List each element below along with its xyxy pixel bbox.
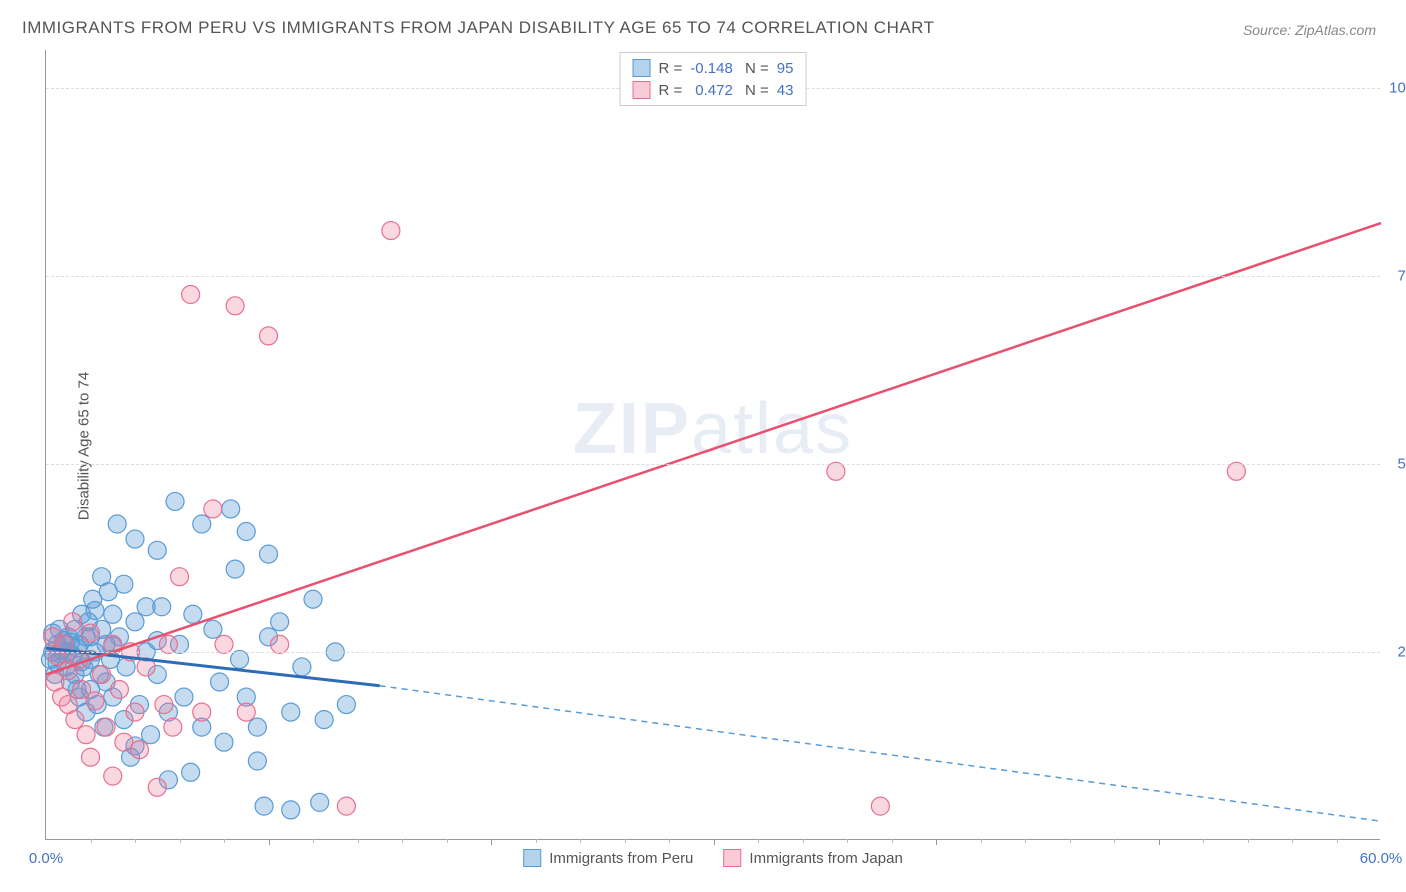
data-point: [255, 797, 273, 815]
data-point: [226, 560, 244, 578]
data-point: [82, 748, 100, 766]
data-point: [211, 673, 229, 691]
data-point: [142, 726, 160, 744]
y-tick-label: 25.0%: [1385, 643, 1406, 660]
legend-row-japan: R = 0.472 N = 43: [633, 79, 794, 101]
data-point: [204, 500, 222, 518]
source-attribution: Source: ZipAtlas.com: [1243, 22, 1376, 38]
data-point: [260, 327, 278, 345]
data-point: [222, 500, 240, 518]
data-point: [382, 222, 400, 240]
legend-series: Immigrants from Peru Immigrants from Jap…: [523, 849, 903, 867]
legend-swatch-japan-bottom: [723, 849, 741, 867]
data-point: [108, 515, 126, 533]
data-point: [337, 797, 355, 815]
data-point: [193, 515, 211, 533]
data-point: [159, 635, 177, 653]
data-point: [130, 741, 148, 759]
data-point: [171, 568, 189, 586]
legend-swatch-peru-bottom: [523, 849, 541, 867]
data-point: [115, 575, 133, 593]
data-point: [184, 605, 202, 623]
data-point: [282, 801, 300, 819]
data-point: [337, 696, 355, 714]
data-point: [304, 590, 322, 608]
data-point: [86, 602, 104, 620]
data-point: [66, 711, 84, 729]
legend-swatch-japan: [633, 81, 651, 99]
data-point: [97, 718, 115, 736]
data-point: [215, 635, 233, 653]
data-point: [166, 492, 184, 510]
data-point: [231, 650, 249, 668]
y-tick-label: 50.0%: [1385, 455, 1406, 472]
data-point: [827, 462, 845, 480]
data-point: [182, 286, 200, 304]
data-point: [82, 624, 100, 642]
data-point: [148, 778, 166, 796]
y-tick-label: 100.0%: [1385, 79, 1406, 96]
data-point: [215, 733, 233, 751]
legend-row-peru: R = -0.148 N = 95: [633, 57, 794, 79]
legend-item-japan: Immigrants from Japan: [723, 849, 902, 867]
data-point: [193, 703, 211, 721]
data-point: [64, 613, 82, 631]
y-tick-label: 75.0%: [1385, 267, 1406, 284]
data-point: [86, 692, 104, 710]
data-point: [104, 767, 122, 785]
scatter-svg: [46, 50, 1380, 839]
data-point: [137, 598, 155, 616]
data-point: [282, 703, 300, 721]
x-tick-label: 0.0%: [29, 850, 63, 867]
data-point: [155, 696, 173, 714]
data-point: [164, 718, 182, 736]
data-point: [871, 797, 889, 815]
legend-correlation-box: R = -0.148 N = 95 R = 0.472 N = 43: [620, 52, 807, 106]
data-point: [148, 541, 166, 559]
data-point: [126, 530, 144, 548]
data-point: [182, 763, 200, 781]
data-point: [271, 613, 289, 631]
data-point: [226, 297, 244, 315]
data-point: [77, 726, 95, 744]
data-point: [1227, 462, 1245, 480]
data-point: [293, 658, 311, 676]
data-point: [260, 545, 278, 563]
data-point: [175, 688, 193, 706]
data-point: [126, 703, 144, 721]
chart-plot-area: ZIPatlas R = -0.148 N = 95 R = 0.472 N =…: [45, 50, 1380, 840]
data-point: [315, 711, 333, 729]
legend-item-peru: Immigrants from Peru: [523, 849, 693, 867]
data-point: [248, 718, 266, 736]
legend-swatch-peru: [633, 59, 651, 77]
data-point: [93, 665, 111, 683]
data-point: [248, 752, 266, 770]
data-point: [126, 613, 144, 631]
chart-title: IMMIGRANTS FROM PERU VS IMMIGRANTS FROM …: [22, 18, 935, 38]
data-point: [237, 523, 255, 541]
data-point: [104, 605, 122, 623]
x-tick-label: 60.0%: [1360, 850, 1403, 867]
data-point: [271, 635, 289, 653]
data-point: [110, 681, 128, 699]
data-point: [311, 793, 329, 811]
data-point: [204, 620, 222, 638]
data-point: [237, 703, 255, 721]
